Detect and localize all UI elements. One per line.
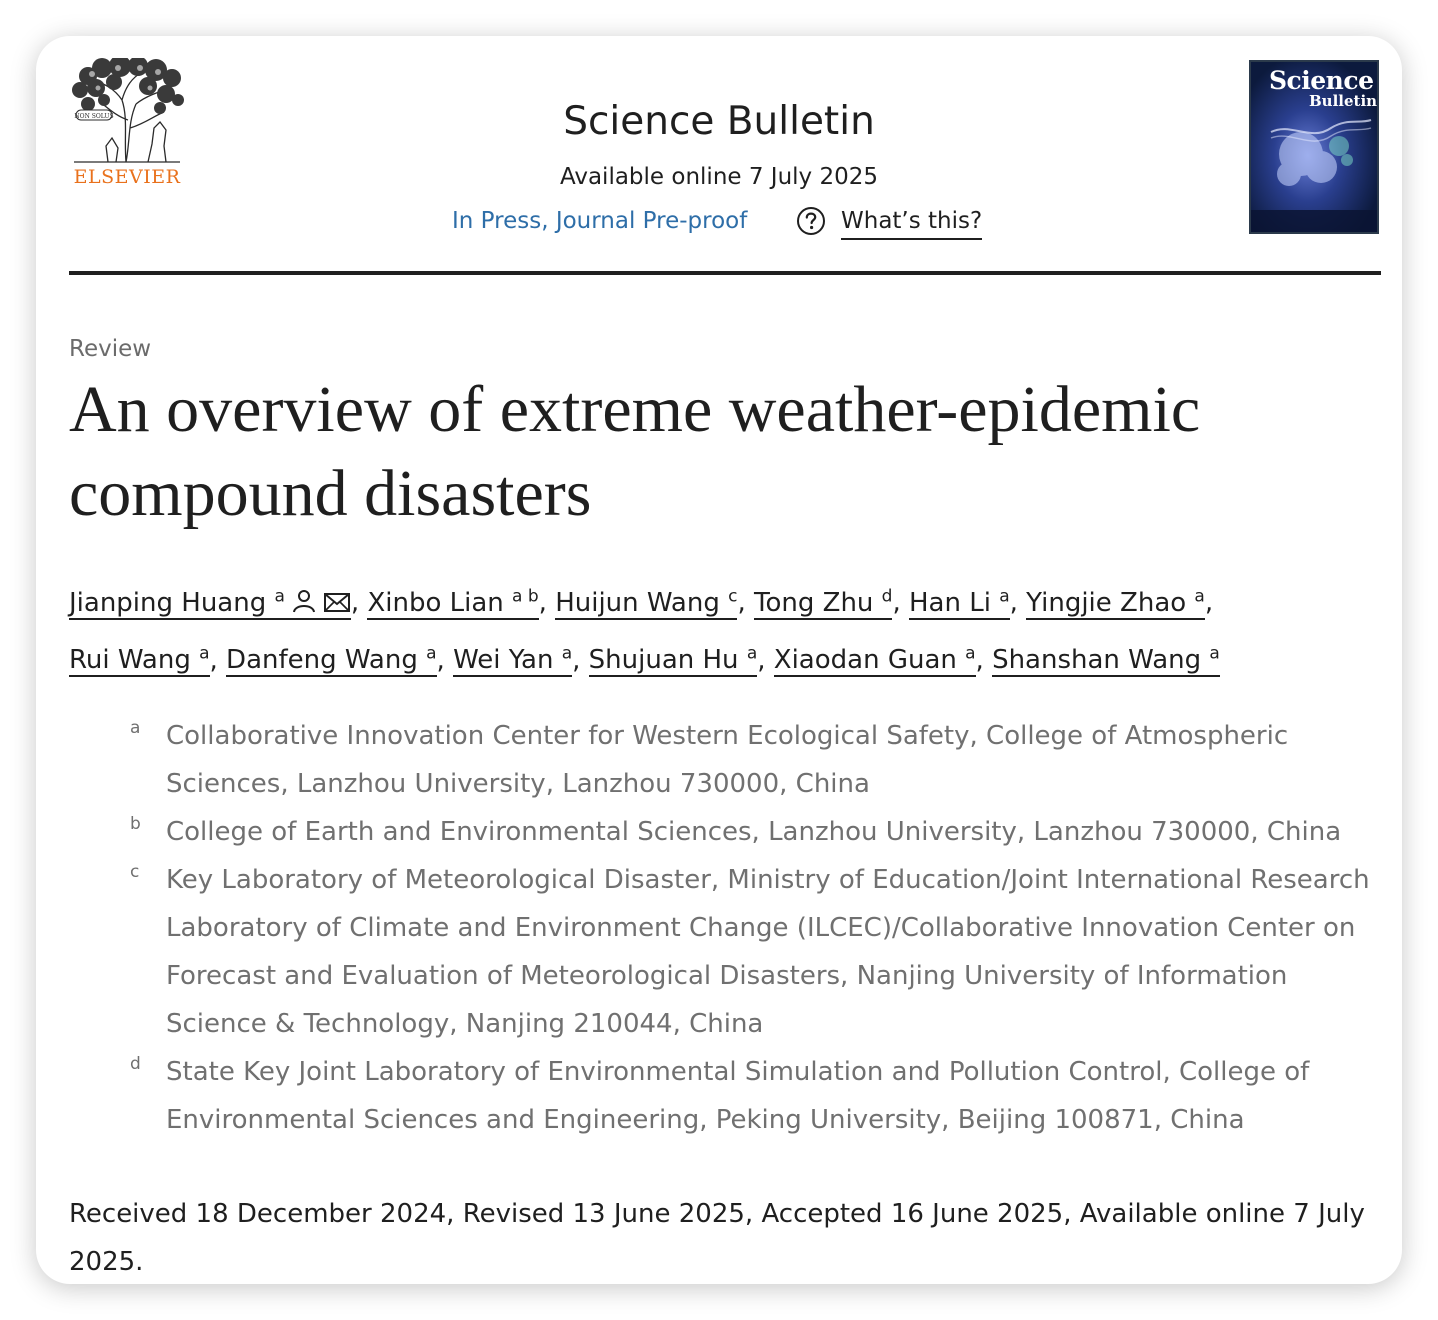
affiliation-text: Key Laboratory of Meteorological Disaste… — [166, 865, 1370, 1039]
author-link[interactable]: Huijun Wang c — [555, 586, 738, 620]
affiliation-mark: b — [130, 814, 141, 834]
journal-cover-image[interactable]: Science Bulletin — [1249, 60, 1379, 234]
author-link[interactable]: Rui Wang a — [69, 643, 210, 678]
affiliation-mark: a — [130, 718, 141, 738]
elsevier-tree-logo: NON SOLUS — [72, 58, 184, 163]
article-title: An overview of extreme weather-epidemic … — [69, 373, 1201, 530]
available-online-date: Available online 7 July 2025 — [559, 164, 879, 190]
question-circle-icon[interactable] — [796, 206, 826, 236]
affiliation-mark: d — [130, 1054, 141, 1074]
author-link[interactable]: Xinbo Lian a b — [367, 586, 539, 620]
svg-text:NON SOLUS: NON SOLUS — [74, 113, 113, 120]
author-link[interactable]: Wei Yan a — [453, 643, 573, 678]
article-type: Review — [69, 336, 152, 362]
journal-title[interactable]: Science Bulletin — [563, 99, 875, 144]
affiliation-text: College of Earth and Environmental Scien… — [166, 817, 1342, 847]
in-press-link[interactable]: In Press, Journal Pre-proof — [452, 208, 748, 234]
affiliation-text: Collaborative Innovation Center for West… — [166, 721, 1289, 799]
author-link[interactable]: Han Li a — [909, 586, 1010, 620]
author-list: Jianping Huang a, Xinbo Lian a b, Huijun… — [69, 572, 1369, 684]
cover-artwork — [1251, 62, 1377, 232]
affiliation-mark: c — [130, 862, 140, 882]
person-icon[interactable] — [291, 582, 317, 630]
article-header-card: NON SOLUS ELSEVIER Science Bulletin Avai… — [36, 36, 1402, 1284]
publisher-name: ELSEVIER — [73, 166, 181, 188]
affiliation-text: State Key Joint Laboratory of Environmen… — [166, 1057, 1310, 1135]
author-link[interactable]: Shanshan Wang a — [992, 643, 1220, 678]
author-link[interactable]: Xiaodan Guan a — [773, 643, 976, 678]
elsevier-logo[interactable]: NON SOLUS ELSEVIER — [68, 58, 186, 192]
article-dates: Received 18 December 2024, Revised 13 Ju… — [69, 1199, 1365, 1277]
mail-icon[interactable] — [323, 582, 351, 630]
author-link[interactable]: Yingjie Zhao a — [1026, 586, 1205, 620]
affiliation-item: b College of Earth and Environmental Sci… — [128, 808, 1378, 856]
affiliation-list: a Collaborative Innovation Center for We… — [128, 712, 1378, 1144]
cover-title-science: Science — [1269, 66, 1374, 95]
header-divider — [69, 271, 1381, 275]
whats-this-link[interactable]: What’s this? — [841, 204, 983, 240]
affiliation-item: d State Key Joint Laboratory of Environm… — [128, 1048, 1378, 1144]
affiliation-item: a Collaborative Innovation Center for We… — [128, 712, 1378, 808]
author-link[interactable]: Danfeng Wang a — [226, 643, 437, 678]
author-link[interactable]: Tong Zhu d — [754, 586, 893, 620]
author-link[interactable]: Jianping Huang a — [69, 586, 351, 620]
cover-title-bulletin: Bulletin — [1309, 92, 1378, 110]
affiliation-item: c Key Laboratory of Meteorological Disas… — [128, 856, 1378, 1048]
author-link[interactable]: Shujuan Hu a — [588, 643, 758, 678]
status-row: In Press, Journal Pre-proof What’s this? — [336, 202, 1036, 242]
